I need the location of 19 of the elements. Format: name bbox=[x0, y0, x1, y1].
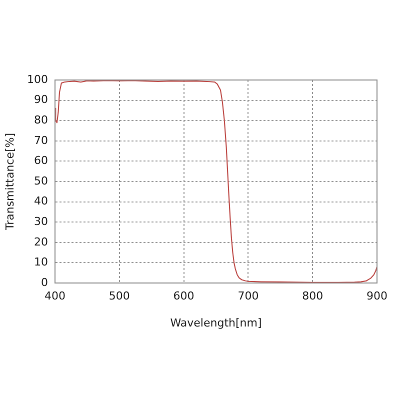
y-tick-label: 0 bbox=[41, 276, 48, 289]
y-tick-label: 100 bbox=[27, 72, 48, 86]
y-tick-label: 70 bbox=[34, 134, 48, 147]
y-tick-label: 80 bbox=[34, 113, 48, 126]
y-tick-label: 50 bbox=[34, 174, 48, 188]
x-tick-label: 800 bbox=[302, 289, 324, 302]
x-tick-label: 900 bbox=[366, 289, 388, 302]
y-tick-label: 40 bbox=[34, 194, 48, 208]
y-tick-label: 30 bbox=[34, 214, 48, 228]
x-axis-title: Wavelength[nm] bbox=[170, 316, 262, 330]
x-tick-label: 500 bbox=[108, 289, 130, 302]
y-tick-label: 10 bbox=[34, 256, 48, 269]
x-tick-label: 400 bbox=[44, 289, 66, 302]
x-tick-label: 700 bbox=[238, 289, 259, 302]
y-axis-title: Transmittance[%] bbox=[3, 132, 16, 232]
y-tick-label: 90 bbox=[34, 93, 48, 106]
x-tick-label: 600 bbox=[173, 289, 194, 302]
y-tick-label: 20 bbox=[34, 235, 48, 248]
y-tick-label: 60 bbox=[34, 154, 48, 168]
